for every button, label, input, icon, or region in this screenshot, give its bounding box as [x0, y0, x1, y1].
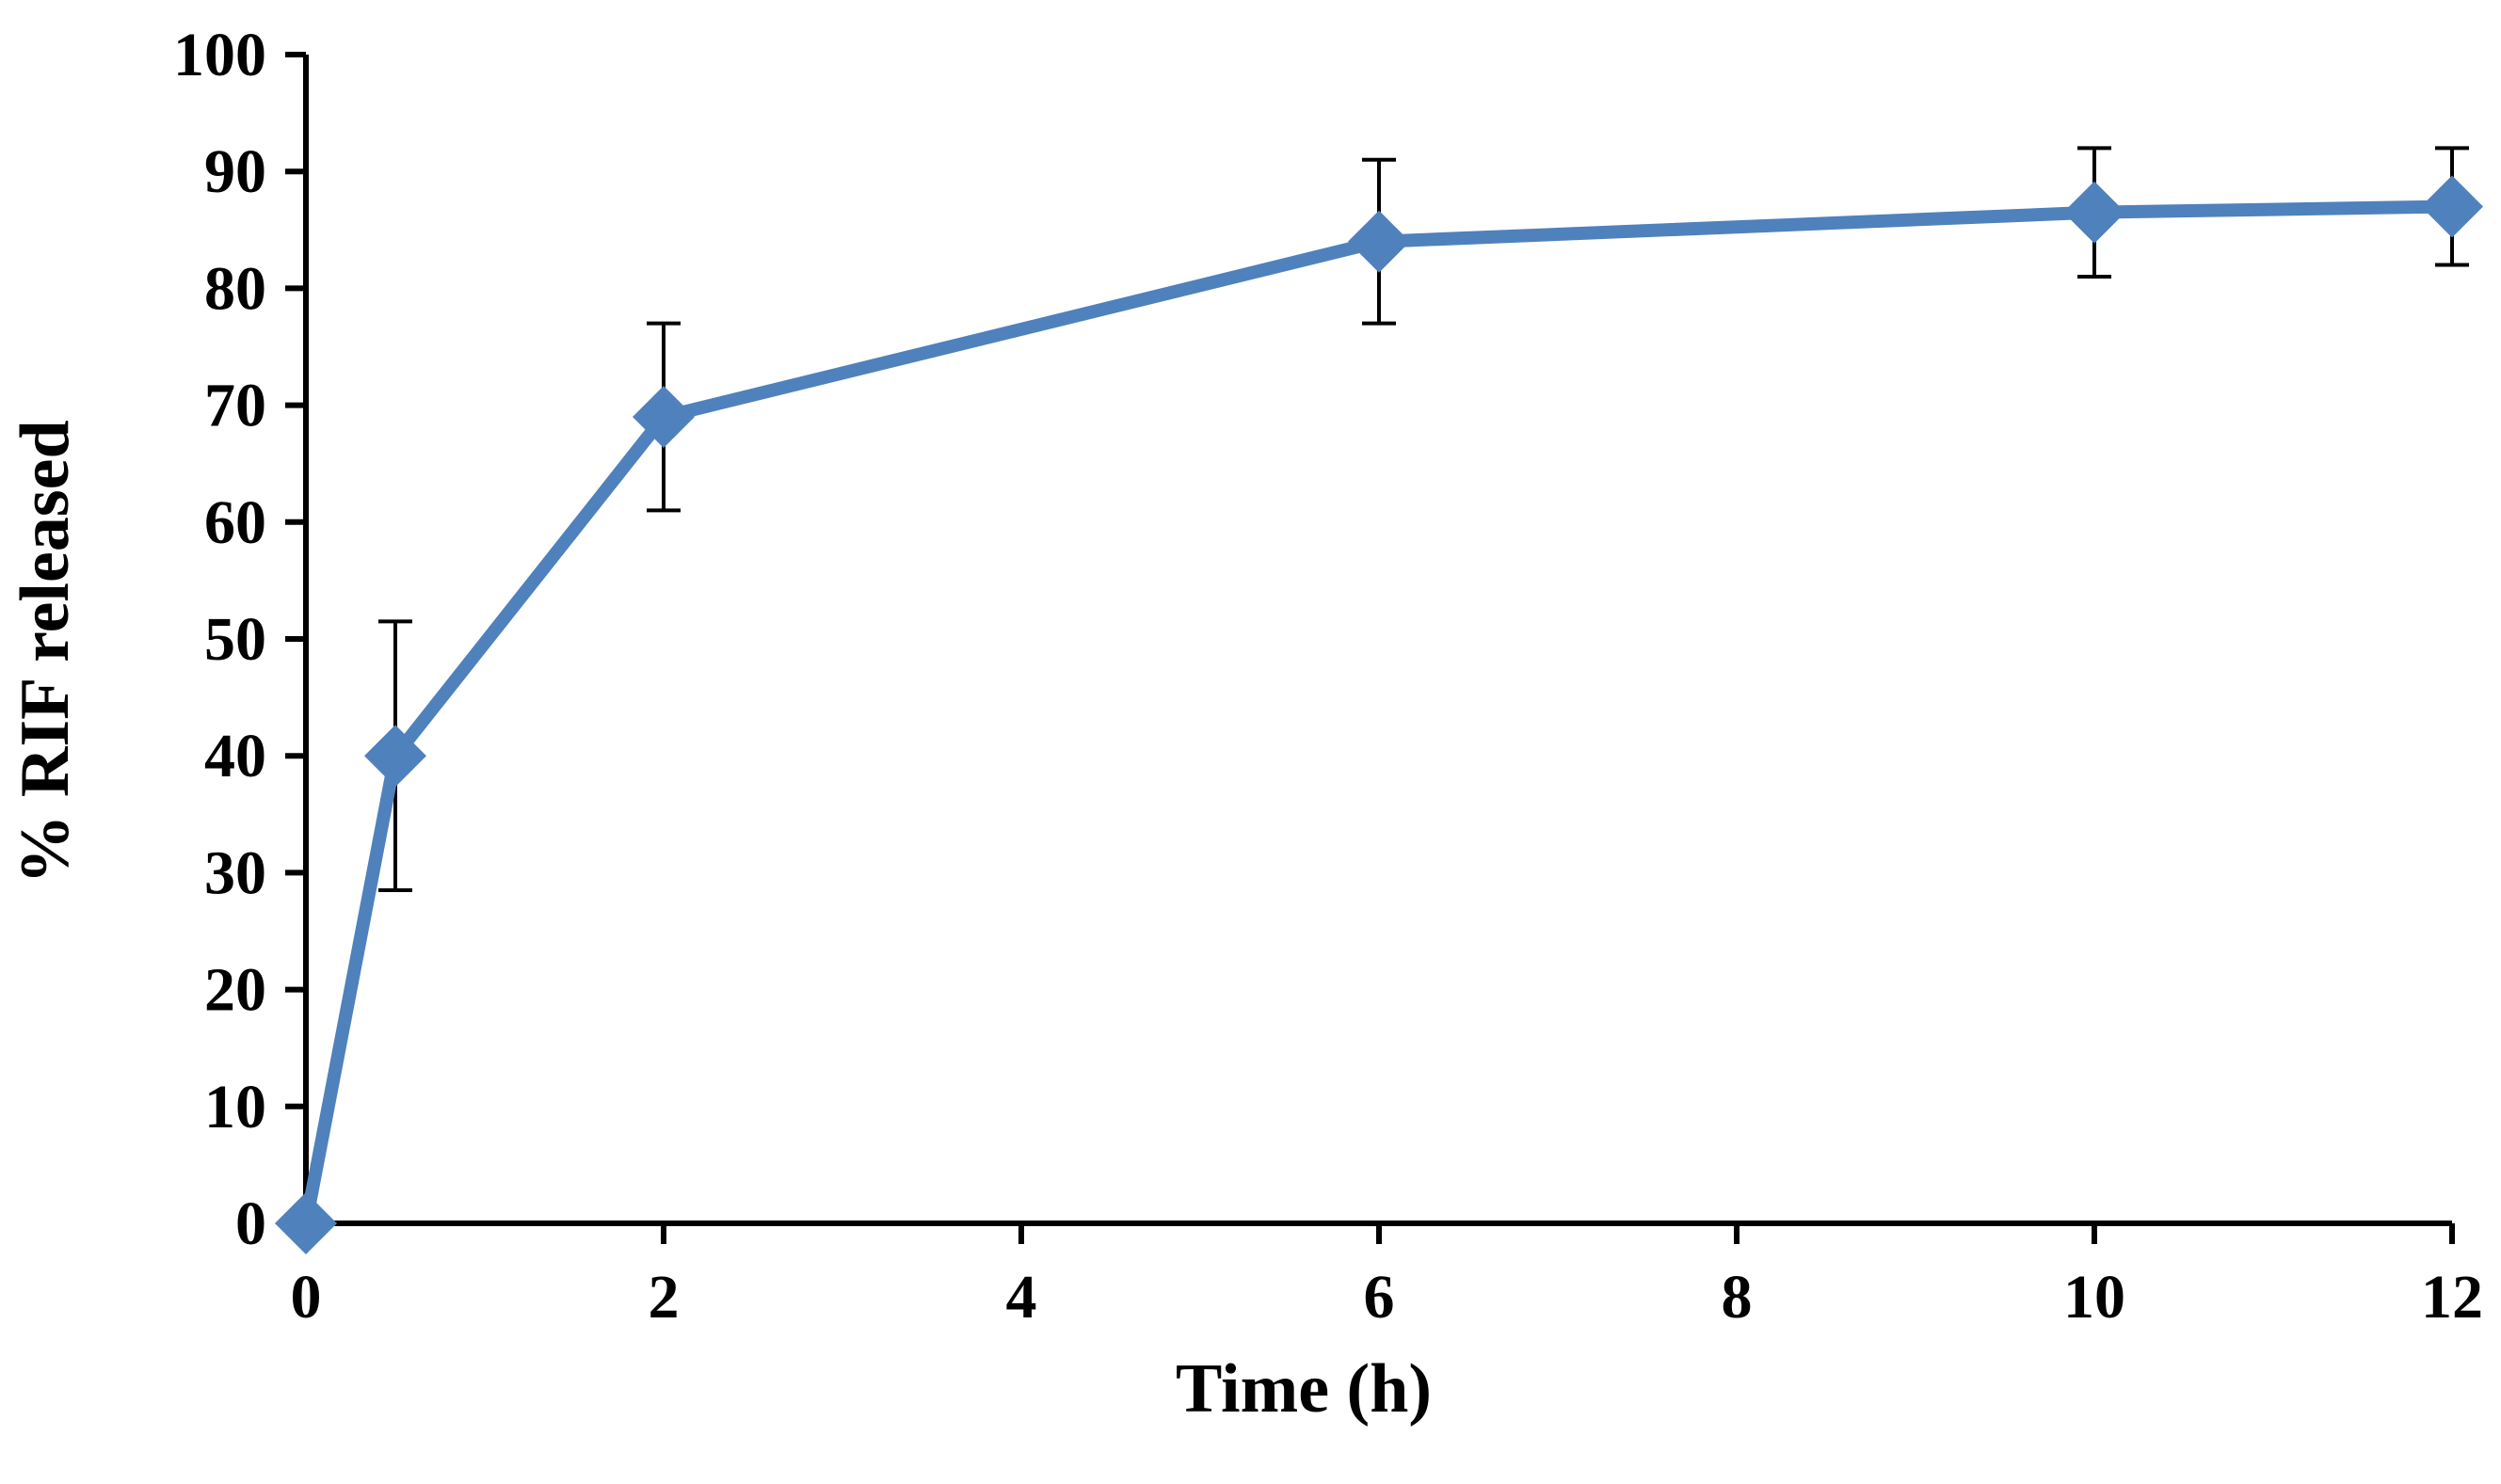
- x-tick-label: 4: [1006, 1263, 1037, 1332]
- y-tick-label: 60: [204, 488, 266, 557]
- x-axis-title: Time (h): [1176, 1350, 1432, 1428]
- data-point: [633, 386, 695, 449]
- x-tick-label: 12: [2421, 1263, 2483, 1332]
- x-tick-label: 0: [291, 1263, 322, 1332]
- data-point: [1348, 210, 1410, 273]
- y-tick-label: 40: [204, 722, 266, 790]
- data-point: [275, 1192, 337, 1254]
- y-axis-title: % RIF released: [7, 420, 84, 884]
- y-axis-ticks: 0 10 20 30 40 50 60 70 80 90 100: [173, 21, 306, 1258]
- y-tick-label: 20: [204, 956, 266, 1025]
- x-tick-label: 6: [1364, 1263, 1395, 1332]
- y-tick-label: 70: [204, 372, 266, 440]
- series-layer: [275, 175, 2483, 1254]
- data-point: [2421, 175, 2483, 238]
- data-point: [2063, 181, 2125, 244]
- y-tick-label: 80: [204, 254, 266, 323]
- x-tick-label: 10: [2063, 1263, 2125, 1332]
- series-line: [299, 199, 2459, 1230]
- x-tick-label: 2: [649, 1263, 680, 1332]
- y-tick-label: 50: [204, 605, 266, 674]
- data-point: [364, 725, 426, 788]
- y-tick-label: 90: [204, 137, 266, 206]
- x-axis-ticks: 0 2 4 6 8 10 12: [291, 1223, 2483, 1332]
- y-tick-label: 10: [204, 1073, 266, 1141]
- y-tick-label: 100: [173, 21, 266, 89]
- error-bars: [378, 146, 2469, 893]
- y-tick-label: 30: [204, 838, 266, 907]
- x-tick-label: 8: [1722, 1263, 1753, 1332]
- y-tick-label: 0: [235, 1189, 266, 1258]
